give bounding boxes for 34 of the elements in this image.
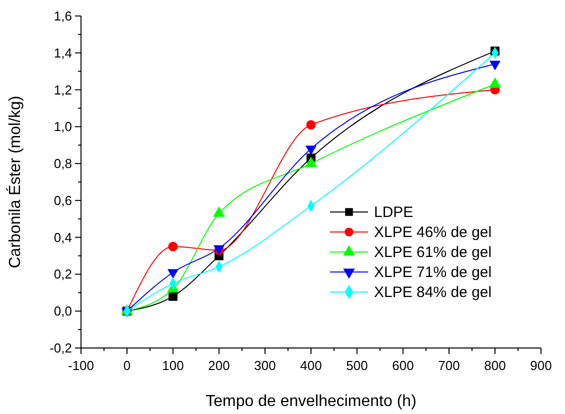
y-tick-label: 1,6 <box>54 8 72 24</box>
y-tick-label: 0,8 <box>54 156 72 172</box>
y-tick-label: -0,2 <box>50 340 72 356</box>
point <box>167 269 179 279</box>
x-tick-label: 800 <box>484 358 506 373</box>
x-tick-label: 100 <box>162 358 184 373</box>
x-tick-label: 500 <box>346 358 368 373</box>
x-tick-label: 900 <box>530 358 552 373</box>
point <box>305 146 317 156</box>
x-tick-label: 300 <box>254 358 276 373</box>
legend-label: XLPE 71% de gel <box>374 264 492 281</box>
point <box>168 292 178 301</box>
x-tick-label: 0 <box>123 358 131 373</box>
y-tick-label: 1,4 <box>54 45 72 60</box>
x-tick-label: 400 <box>300 358 322 373</box>
point <box>306 120 316 130</box>
y-tick-label: 0,2 <box>54 266 72 282</box>
x-tick-label: 600 <box>392 358 414 373</box>
x-tick-label: 200 <box>208 358 230 373</box>
y-tick-label: 1,0 <box>54 119 72 134</box>
y-tick-label: 0,6 <box>54 192 72 208</box>
y-tick-label: 0,0 <box>54 304 72 319</box>
y-tick-label: 1,2 <box>54 82 72 98</box>
point <box>489 60 501 70</box>
y-axis-title: Carbonila Éster (mol/kg) <box>6 96 24 268</box>
legend-label: XLPE 84% de gel <box>374 284 492 301</box>
point <box>168 242 178 252</box>
x-tick-label: 700 <box>438 358 460 373</box>
x-axis-title: Tempo de envelhecimento (h) <box>206 393 416 410</box>
legend-label: LDPE <box>374 204 414 221</box>
x-tick-label: -100 <box>68 358 94 373</box>
legend-label: XLPE 61% de gel <box>374 244 492 261</box>
y-tick-label: 0,4 <box>54 230 72 245</box>
legend-label: XLPE 46% de gel <box>374 224 492 241</box>
